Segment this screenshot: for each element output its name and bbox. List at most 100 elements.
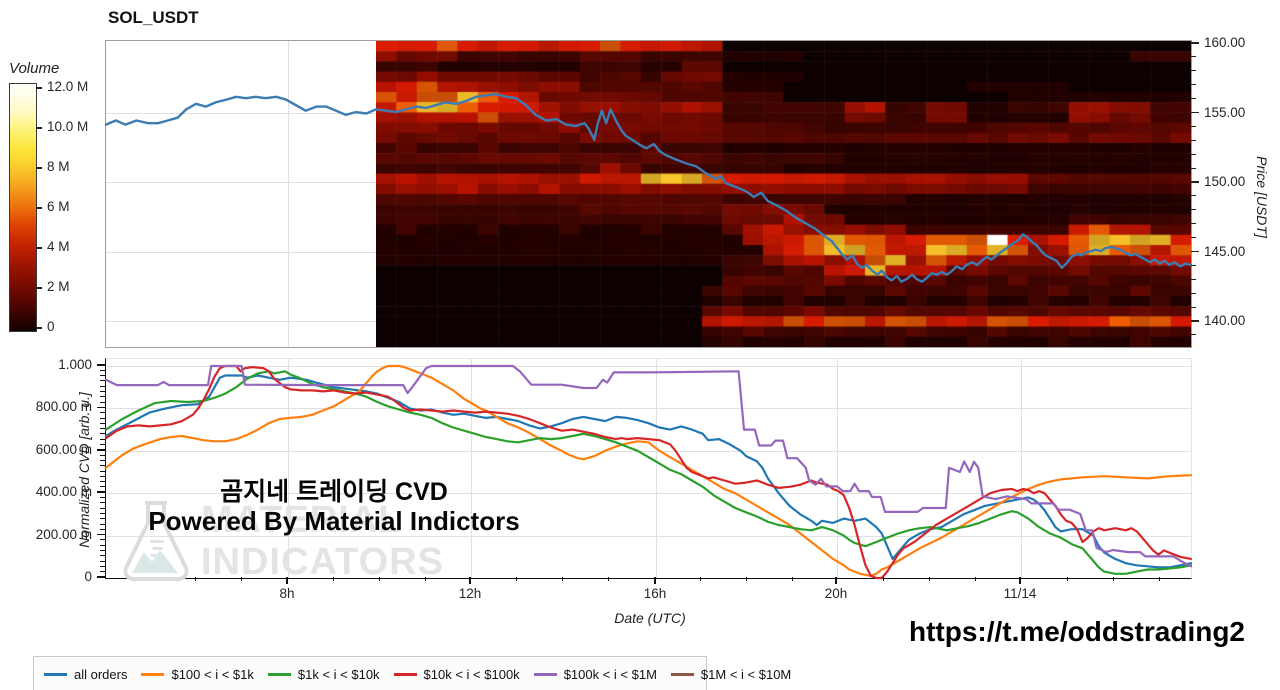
- cvd-minor-tick: [100, 555, 105, 557]
- gridline-155: [106, 113, 376, 114]
- cvd-minor-tick: [100, 470, 105, 472]
- price-heatmap-plot: [104, 40, 1193, 348]
- legend-swatch-icon: [393, 672, 417, 676]
- legend-label: $10k < i < $100k: [423, 666, 520, 682]
- colorbar-tick-label: 10.0 M: [47, 119, 89, 134]
- cvd-minor-tick: [100, 560, 105, 562]
- colorbar-tick: [36, 87, 42, 89]
- cvd-major-tick: [97, 364, 105, 366]
- price-minor-tick: [1191, 125, 1196, 127]
- cvd-major-tick: [97, 533, 105, 536]
- legend-item: $100k < i < $1M: [533, 666, 657, 682]
- cvd-minor-tick: [100, 507, 105, 509]
- cvd-vgrid: [288, 359, 289, 578]
- gridline-150: [106, 182, 376, 183]
- cvd-minor-tick: [100, 438, 105, 440]
- gridline-140: [106, 321, 376, 322]
- price-minor-tick: [1191, 167, 1196, 169]
- cvd-minor-tick: [100, 375, 105, 377]
- colorbar-tick-label: 2 M: [47, 279, 70, 294]
- date-axis-title: Date (UTC): [614, 610, 686, 626]
- colorbar-tick: [36, 127, 42, 129]
- watermark-line2: Powered By Material Indictors: [148, 506, 520, 536]
- date-minor-tick: [195, 577, 197, 581]
- date-minor-tick: [1158, 577, 1160, 581]
- price-minor-tick: [1191, 292, 1196, 294]
- logo-text-indicators: INDICATORS: [201, 541, 444, 583]
- cvd-minor-tick: [100, 380, 105, 382]
- date-minor-tick: [516, 577, 518, 581]
- price-minor-tick: [1191, 195, 1196, 197]
- cvd-minor-tick: [100, 486, 105, 488]
- cvd-minor-tick: [100, 565, 105, 567]
- legend-label: $1k < i < $10k: [297, 666, 380, 682]
- cvd-hgrid: [106, 493, 1191, 495]
- colorbar-tick-label: 12.0 M: [47, 79, 89, 94]
- price-minor-tick: [1191, 56, 1196, 58]
- cvd-minor-tick: [100, 502, 105, 504]
- cvd-hgrid: [106, 408, 1191, 410]
- colorbar-tick: [36, 247, 42, 249]
- cvd-minor-tick: [100, 396, 105, 398]
- cvd-axis-title: Normalized CVD [arb. u.]: [76, 392, 92, 548]
- cvd-minor-tick: [100, 391, 105, 392]
- price-minor-tick: [1191, 306, 1196, 308]
- legend-item: $100 < i < $1k: [141, 667, 254, 682]
- legend-item: $10k < i < $100k: [393, 666, 520, 682]
- telegram-url[interactable]: https://t.me/oddstrading2: [909, 616, 1245, 647]
- date-minor-tick: [241, 577, 243, 581]
- date-tick-label: 11/14: [1003, 586, 1037, 601]
- price-line-layer: [104, 92, 1193, 283]
- cvd-plot: [104, 358, 1193, 580]
- colorbar-tick: [36, 287, 42, 289]
- cvd-minor-tick: [100, 444, 105, 445]
- cvd-tick-label: 600.00 m: [35, 441, 92, 457]
- cvd-tick-label: 200.00 m: [35, 526, 92, 542]
- cvd-tick-label: 400.00 m: [35, 484, 92, 500]
- date-minor-tick: [791, 577, 793, 581]
- date-minor-tick: [424, 577, 426, 581]
- date-major-tick: [1019, 577, 1021, 584]
- date-major-tick: [469, 577, 471, 584]
- gridline-145: [106, 252, 376, 253]
- volume-heatmap: [376, 41, 1191, 347]
- cvd-minor-tick: [100, 481, 105, 483]
- cvd-vgrid: [1021, 359, 1022, 578]
- cvd-minor-tick: [100, 512, 105, 514]
- cvd-vgrid: [656, 359, 657, 578]
- price-major-tick: [1191, 320, 1199, 322]
- cvd-major-tick: [97, 491, 105, 493]
- cvd-minor-tick: [100, 544, 105, 546]
- volume-colorbar: [9, 83, 37, 332]
- cvd-minor-tick: [100, 422, 105, 424]
- price-tick-label: 145.00: [1204, 243, 1246, 259]
- price-major-tick: [1191, 181, 1199, 183]
- date-minor-tick: [883, 577, 885, 581]
- price-tick-label: 155.00: [1204, 104, 1246, 120]
- date-tick-label: 8h: [279, 586, 295, 601]
- cvd-tick-label: 800.00 m: [35, 399, 92, 415]
- price-minor-tick: [1191, 70, 1196, 72]
- price-major-tick: [1191, 111, 1199, 114]
- legend-swatch-icon: [533, 672, 557, 676]
- legend-label: $100k < i < $1M: [563, 666, 657, 682]
- cvd-major-tick: [97, 406, 105, 409]
- legend-swatch-icon: [141, 672, 165, 676]
- price-tick-label: 140.00: [1204, 313, 1246, 328]
- price-major-tick: [1191, 42, 1199, 44]
- price-tick-label: 160.00: [1204, 35, 1246, 50]
- date-minor-tick: [1066, 577, 1068, 581]
- colorbar-tick: [36, 207, 42, 209]
- date-minor-tick: [699, 577, 701, 581]
- price-axis-title: Price [USDT]: [1254, 156, 1270, 238]
- cvd-line--100-i-1k: [104, 364, 1193, 577]
- cvd-hgrid: [106, 535, 1191, 537]
- date-minor-tick: [745, 577, 747, 581]
- date-tick-label: 16h: [643, 586, 667, 601]
- cvd-minor-tick: [100, 401, 105, 403]
- cvd-major-tick: [97, 449, 105, 451]
- date-minor-tick: [608, 577, 610, 581]
- legend-item: all orders: [44, 667, 127, 682]
- cvd-minor-tick: [100, 528, 105, 530]
